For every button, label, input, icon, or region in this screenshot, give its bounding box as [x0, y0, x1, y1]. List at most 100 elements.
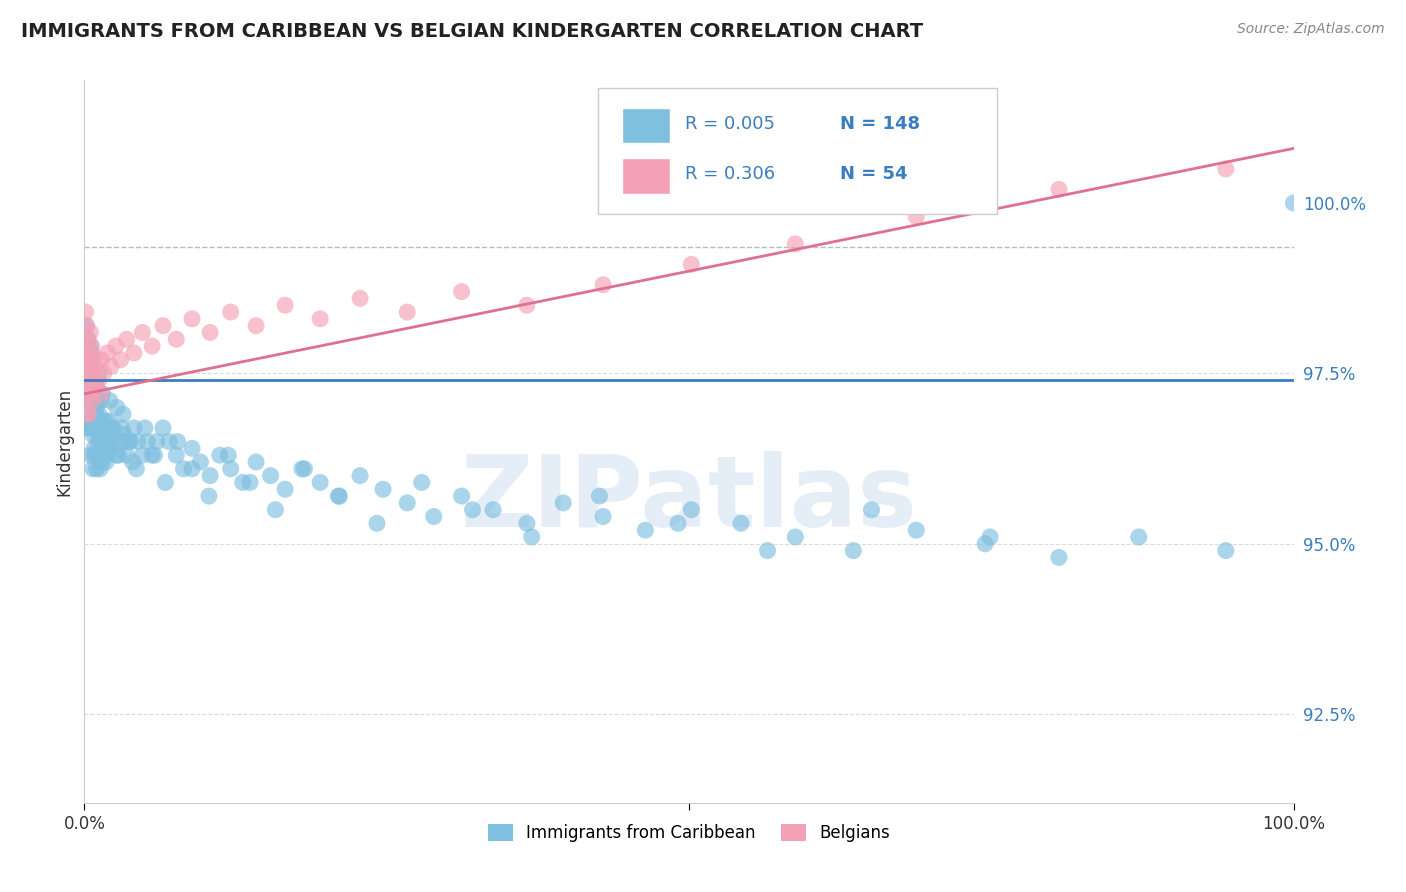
- Point: [82, 352, 104, 367]
- Point: [127, 434, 149, 449]
- Point: [411, 475, 433, 490]
- Point: [860, 502, 883, 516]
- Point: [84, 448, 107, 462]
- Point: [80, 421, 103, 435]
- Point: [131, 448, 153, 462]
- Point: [82, 352, 104, 367]
- Point: [198, 468, 221, 483]
- Point: [482, 502, 505, 516]
- Text: N = 148: N = 148: [841, 115, 920, 133]
- Point: [371, 482, 394, 496]
- Point: [82, 393, 104, 408]
- Point: [77, 367, 100, 381]
- Point: [98, 427, 121, 442]
- Point: [77, 346, 100, 360]
- Point: [86, 373, 108, 387]
- Point: [141, 339, 163, 353]
- Point: [146, 434, 169, 449]
- Point: [89, 421, 111, 435]
- Point: [75, 339, 97, 353]
- Point: [450, 285, 472, 299]
- Point: [1282, 196, 1305, 211]
- Point: [83, 367, 105, 381]
- Point: [80, 393, 103, 408]
- Point: [520, 530, 543, 544]
- Point: [77, 407, 100, 421]
- Point: [157, 434, 180, 449]
- Point: [82, 462, 104, 476]
- Point: [294, 462, 316, 476]
- Point: [118, 434, 141, 449]
- Point: [349, 468, 371, 483]
- Point: [79, 407, 101, 421]
- Point: [77, 332, 100, 346]
- Point: [96, 346, 118, 360]
- Point: [122, 346, 145, 360]
- Point: [86, 401, 108, 415]
- Text: Source: ZipAtlas.com: Source: ZipAtlas.com: [1237, 22, 1385, 37]
- Point: [756, 543, 779, 558]
- Point: [396, 305, 419, 319]
- Point: [79, 380, 101, 394]
- Point: [79, 367, 101, 381]
- Point: [75, 339, 97, 353]
- Point: [79, 448, 101, 462]
- Point: [219, 305, 242, 319]
- Point: [1215, 161, 1237, 176]
- Point: [588, 489, 610, 503]
- Point: [77, 380, 100, 394]
- Point: [198, 489, 221, 503]
- Point: [77, 407, 100, 421]
- Point: [423, 509, 446, 524]
- Point: [166, 434, 188, 449]
- Point: [125, 462, 148, 476]
- Point: [84, 393, 107, 408]
- Point: [77, 414, 100, 428]
- Point: [103, 421, 125, 435]
- Point: [83, 442, 105, 456]
- Point: [104, 339, 127, 353]
- Point: [1047, 550, 1070, 565]
- FancyBboxPatch shape: [599, 87, 997, 214]
- Point: [134, 421, 156, 435]
- Point: [93, 367, 115, 381]
- Point: [80, 414, 103, 428]
- Point: [77, 380, 100, 394]
- Point: [730, 516, 752, 531]
- Text: ZIPatlas: ZIPatlas: [461, 450, 917, 548]
- Point: [79, 373, 101, 387]
- Point: [77, 421, 100, 435]
- Point: [91, 455, 114, 469]
- Point: [77, 387, 100, 401]
- Point: [86, 380, 108, 394]
- Point: [86, 393, 108, 408]
- Point: [76, 339, 98, 353]
- Point: [91, 387, 114, 401]
- Point: [219, 462, 242, 476]
- Point: [592, 277, 614, 292]
- Point: [94, 442, 117, 456]
- FancyBboxPatch shape: [623, 108, 669, 143]
- Point: [100, 442, 122, 456]
- Point: [77, 393, 100, 408]
- Point: [94, 448, 117, 462]
- Point: [76, 318, 98, 333]
- Point: [122, 421, 145, 435]
- Point: [553, 496, 575, 510]
- Point: [291, 462, 314, 476]
- Point: [79, 326, 101, 340]
- Point: [90, 387, 112, 401]
- Y-axis label: Kindergarten: Kindergarten: [55, 387, 73, 496]
- Point: [1128, 530, 1150, 544]
- Point: [905, 210, 928, 224]
- Point: [516, 298, 538, 312]
- Point: [93, 427, 115, 442]
- Point: [1047, 182, 1070, 196]
- Point: [76, 367, 98, 381]
- Point: [84, 373, 107, 387]
- Point: [77, 359, 100, 374]
- Point: [274, 298, 297, 312]
- Point: [90, 352, 112, 367]
- Point: [173, 462, 195, 476]
- Point: [111, 421, 134, 435]
